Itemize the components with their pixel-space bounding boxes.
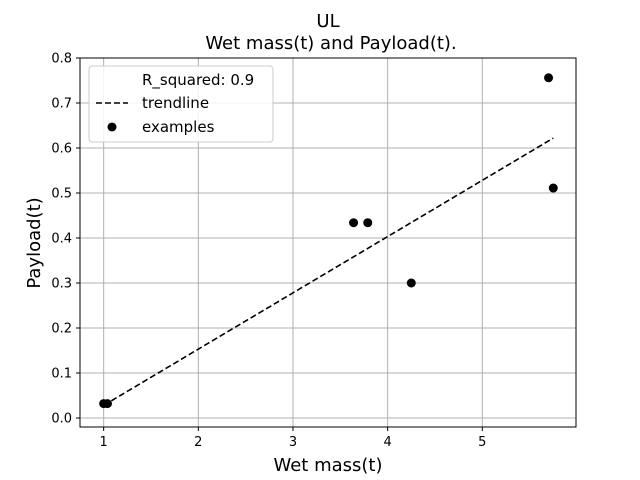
data-point [544, 73, 554, 83]
y-tick-label: 0.8 [51, 52, 72, 67]
legend: R_squared: 0.9 trendline examples [88, 65, 274, 143]
y-tick-label: 0.7 [51, 97, 72, 112]
legend-examples-marker [107, 122, 117, 132]
chart-title: UL [316, 11, 339, 32]
legend-entry-r-squared: R_squared: 0.9 [142, 71, 254, 90]
x-tick-label: 2 [194, 435, 202, 450]
x-axis-ticks: 1 2 3 4 5 [100, 427, 486, 450]
x-tick-label: 3 [289, 435, 297, 450]
y-tick-label: 0.3 [51, 277, 72, 292]
x-tick-label: 1 [100, 435, 108, 450]
legend-entry-examples: examples [142, 118, 215, 136]
x-axis-label: Wet mass(t) [273, 455, 382, 476]
y-tick-label: 0.6 [51, 142, 72, 157]
y-tick-label: 0.5 [51, 187, 72, 202]
y-tick-label: 0.1 [51, 367, 72, 382]
y-axis-label: Payload(t) [24, 197, 45, 288]
x-tick-label: 5 [478, 435, 486, 450]
data-point [406, 278, 416, 288]
y-axis-ticks: 0.0 0.1 0.2 0.3 0.4 0.5 0.6 0.7 0.8 [51, 52, 80, 427]
data-point [548, 183, 558, 193]
y-tick-label: 0.0 [51, 412, 72, 427]
y-tick-label: 0.4 [51, 232, 72, 247]
trendline-path [103, 137, 554, 407]
y-tick-label: 0.2 [51, 322, 72, 337]
plot-frame [79, 57, 577, 428]
trendline [103, 137, 554, 407]
chart-subtitle: Wet mass(t) and Payload(t). [205, 33, 456, 54]
legend-entry-trendline: trendline [142, 94, 209, 112]
data-point [363, 218, 373, 228]
data-point [102, 399, 112, 409]
scatter-points [99, 73, 558, 409]
legend-box [88, 65, 274, 143]
data-point [349, 218, 359, 228]
x-tick-label: 4 [383, 435, 391, 450]
